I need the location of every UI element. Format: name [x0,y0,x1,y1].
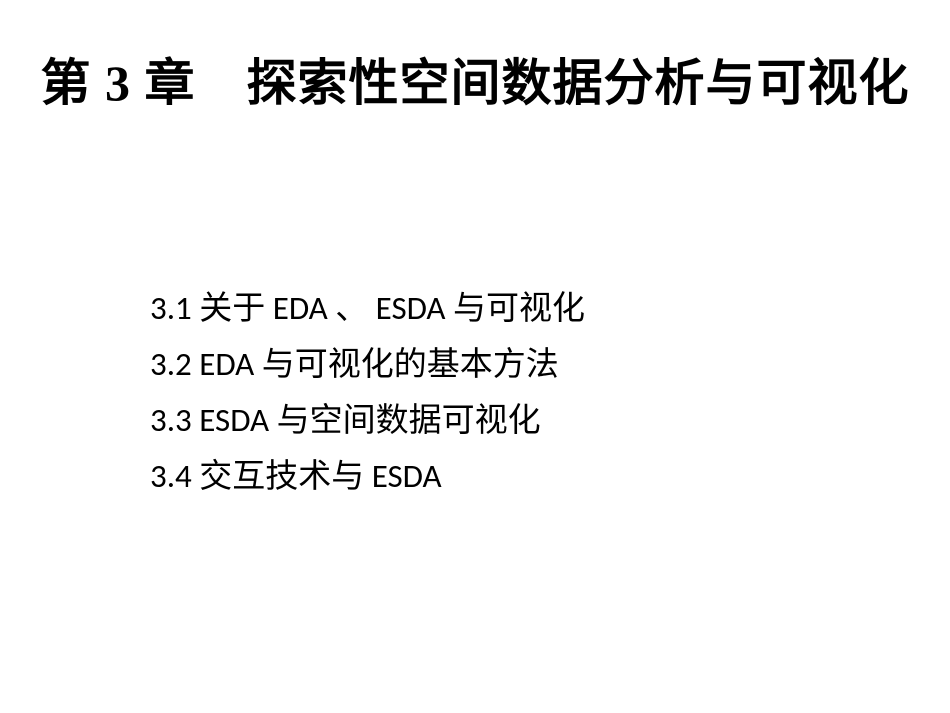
outline-item: 3.2 EDA 与可视化的基本方法 [150,336,850,392]
outline-list: 3.1 关于 EDA 、 ESDA 与可视化 3.2 EDA 与可视化的基本方法… [150,280,850,504]
outline-item: 3.3 ESDA 与空间数据可视化 [150,392,850,448]
outline-item: 3.1 关于 EDA 、 ESDA 与可视化 [150,280,850,336]
chapter-title: 第 3 章 探索性空间数据分析与可视化 [0,50,950,118]
slide: 第 3 章 探索性空间数据分析与可视化 3.1 关于 EDA 、 ESDA 与可… [0,0,950,713]
outline-item: 3.4 交互技术与 ESDA [150,448,850,504]
